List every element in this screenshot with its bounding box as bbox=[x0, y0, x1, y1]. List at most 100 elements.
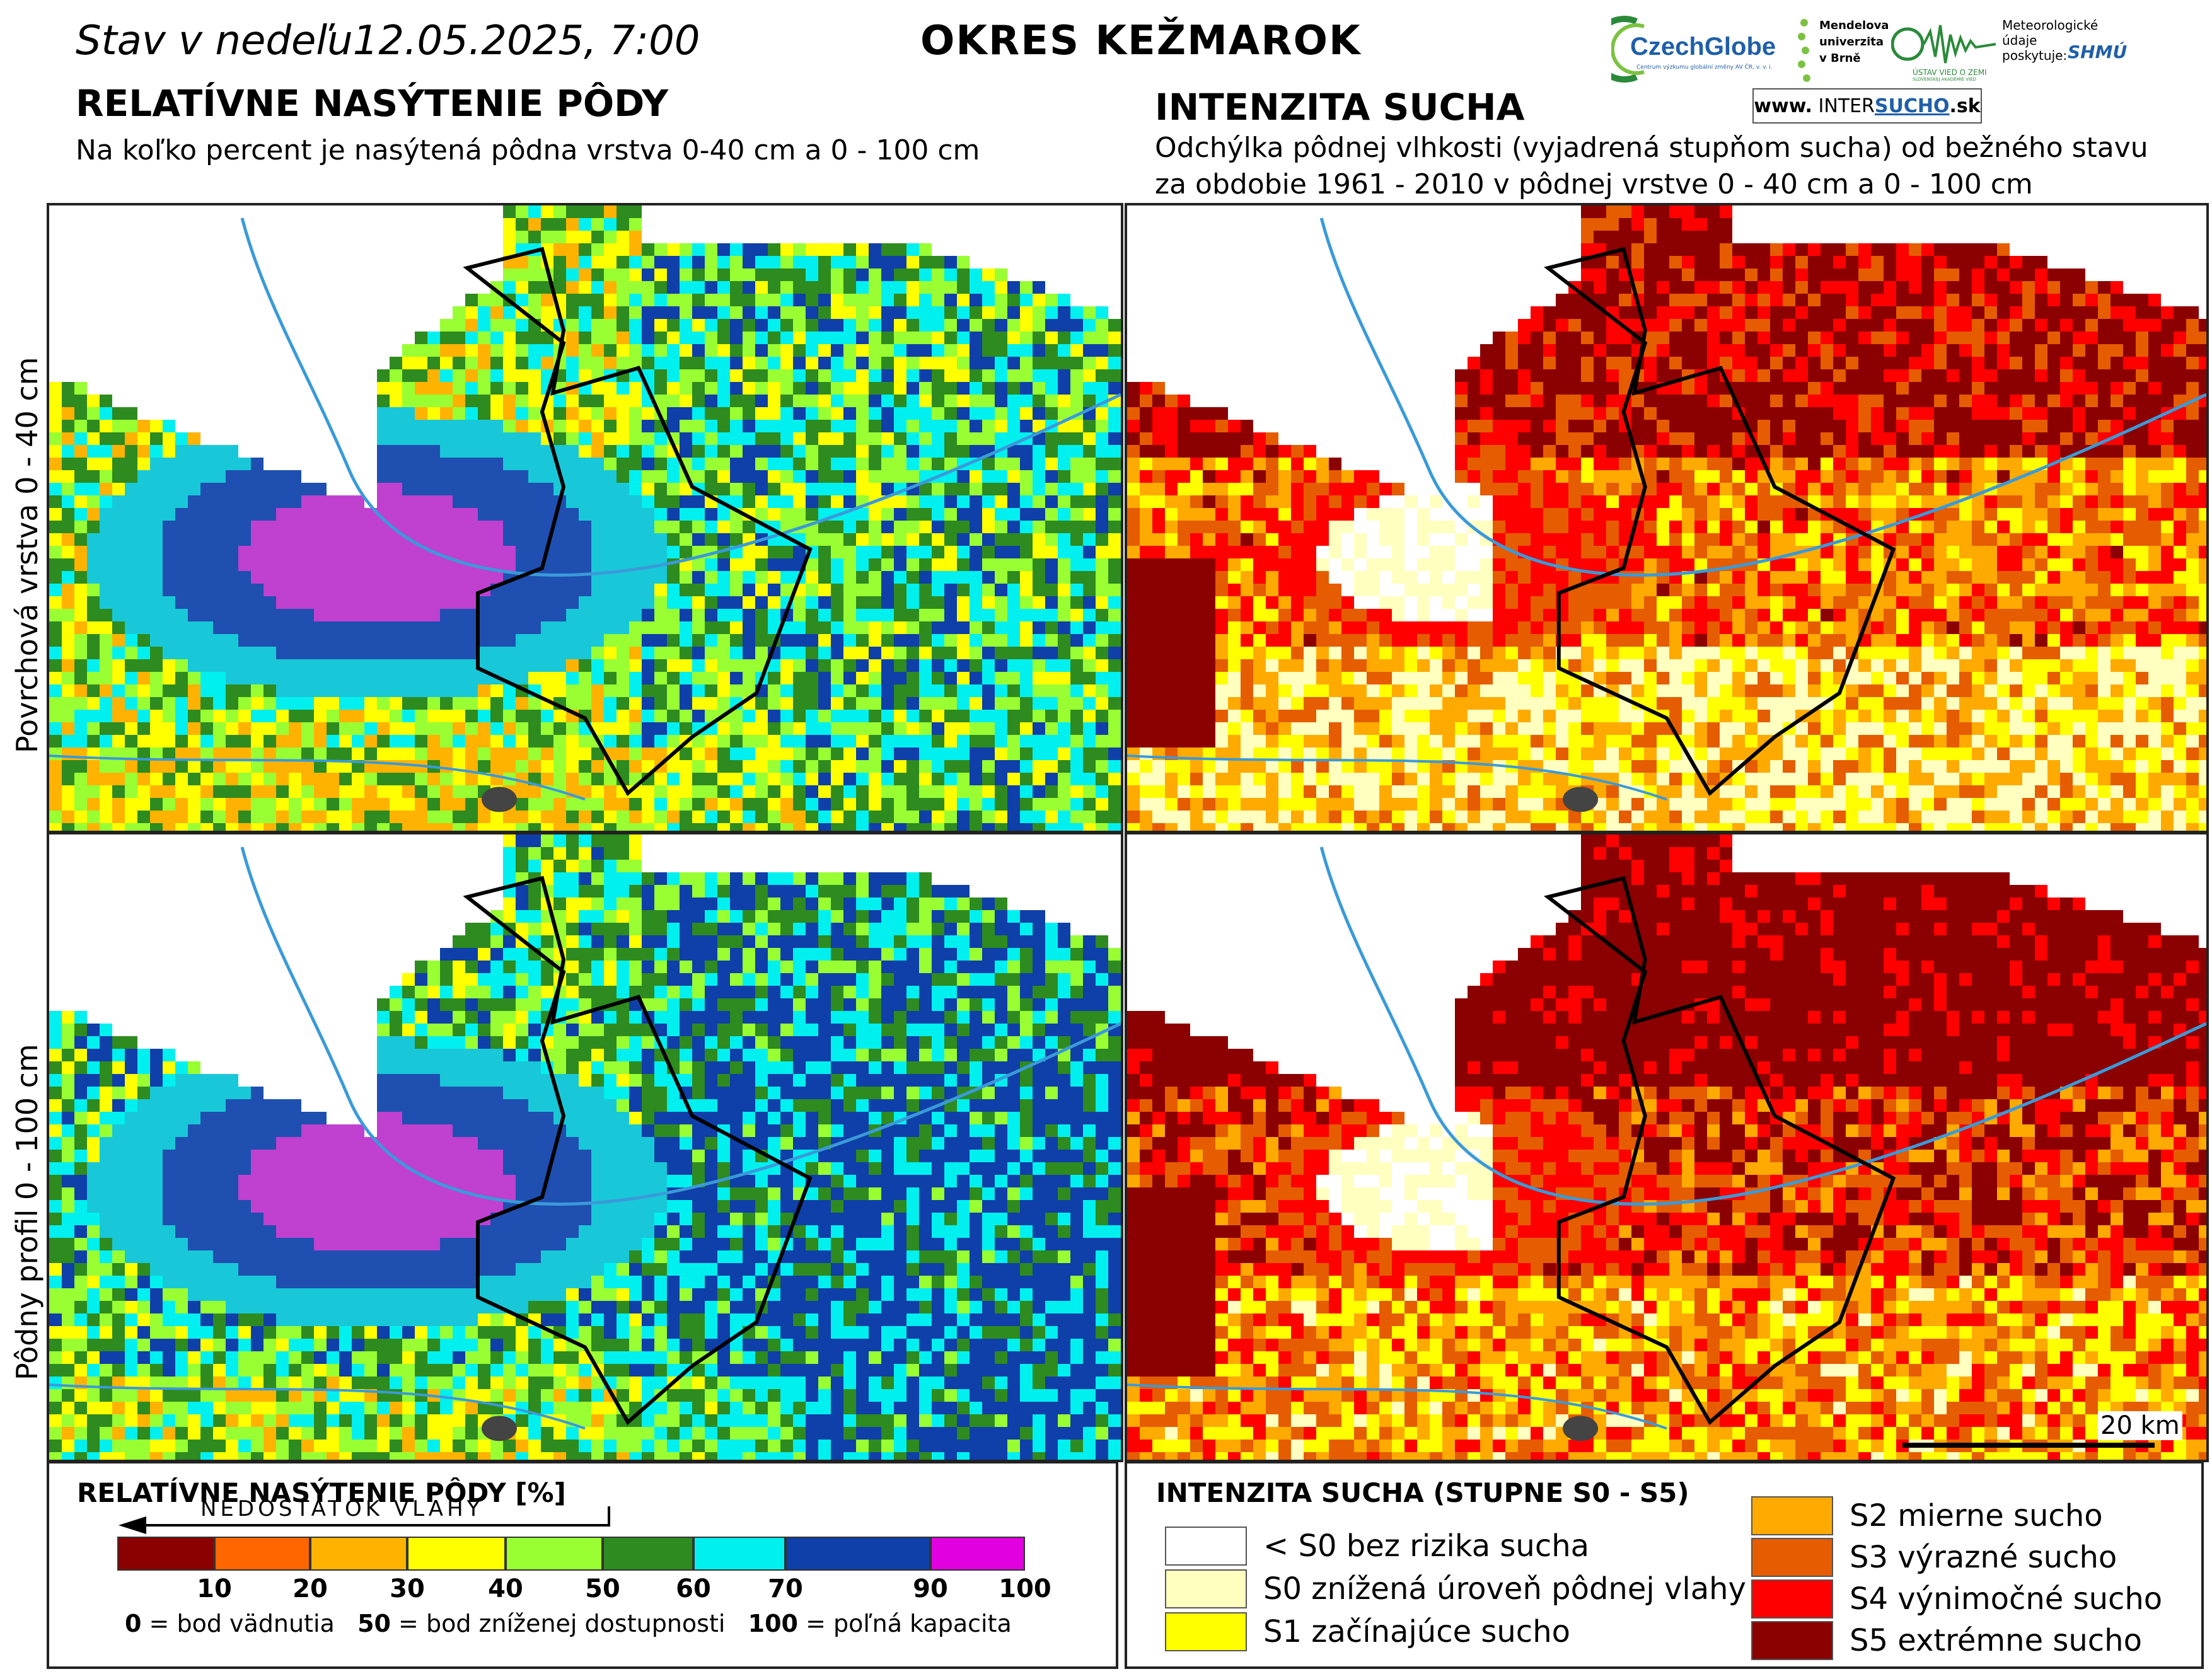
intersucho-a: INTER bbox=[1818, 95, 1875, 117]
drought-legend-item-4: S3 výrazné sucho bbox=[1751, 1538, 2117, 1577]
intersucho-c: .sk bbox=[1949, 95, 1981, 117]
district-title: OKRES KEŽMAROK bbox=[920, 18, 1362, 64]
czechglobe-text: CzechGlobe bbox=[1630, 33, 1776, 61]
czechglobe-logo: CzechGlobe Centrum výzkumu globální změn… bbox=[1590, 14, 1794, 83]
map-raster bbox=[1127, 834, 2206, 1460]
mendel-dots-icon bbox=[1798, 19, 1810, 82]
colorbar-segment bbox=[214, 1537, 310, 1571]
town-marker bbox=[1563, 1416, 1599, 1441]
drought-legend-label: S3 výrazné sucho bbox=[1850, 1540, 2117, 1575]
drought-legend-item-0: < S0 bez rizika sucha bbox=[1165, 1527, 1589, 1566]
river bbox=[1127, 754, 1667, 801]
drought-legend-item-3: S2 mierne sucho bbox=[1751, 1496, 2103, 1535]
note-50-text: = bod zníženej dostupnosti bbox=[390, 1610, 726, 1637]
uvz-text: ÚSTAV VIED O ZEMI bbox=[1913, 68, 1987, 77]
colorbar-segment bbox=[506, 1537, 603, 1571]
colorbar-tick: 70 bbox=[768, 1574, 803, 1603]
district-boundary bbox=[463, 875, 813, 1426]
colorbar-segment bbox=[930, 1537, 1025, 1571]
district-boundary bbox=[1543, 246, 1896, 797]
swatch-s0 bbox=[1165, 1569, 1247, 1608]
river bbox=[1127, 1383, 1667, 1430]
date-title: Stav v nedeľu12.05.2025, 7:00 bbox=[76, 18, 700, 64]
map-raster bbox=[1127, 205, 2206, 831]
row-label-top: Povrchová vrstva 0 - 40 cm bbox=[10, 357, 44, 753]
drought-legend-label: S0 znížená úroveň pôdnej vlahy bbox=[1263, 1571, 1746, 1607]
map-raster bbox=[49, 205, 1121, 831]
map-raster bbox=[49, 834, 1121, 1460]
swatch-none bbox=[1165, 1527, 1247, 1566]
note-100-text: = poľná kapacita bbox=[798, 1610, 1012, 1637]
shmu-logo: SHMÚ bbox=[2068, 42, 2128, 62]
date-value: 12.05.2025, 7:00 bbox=[352, 18, 700, 64]
saturation-legend: RELATÍVNE NASÝTENIE PÔDY [%] NEDOSTATOK … bbox=[47, 1461, 1118, 1669]
colorbar-tick: 30 bbox=[390, 1574, 425, 1603]
scale-bar bbox=[1902, 1443, 2155, 1448]
arrow-left-icon bbox=[119, 1516, 146, 1534]
drought-legend-label: < S0 bez rizika sucha bbox=[1263, 1528, 1590, 1564]
drought-legend-title: INTENZITA SUCHA (STUPNE S0 - S5) bbox=[1156, 1477, 1689, 1508]
colorbar-tick: 10 bbox=[197, 1574, 232, 1603]
note-100-key: 100 bbox=[748, 1610, 798, 1637]
map-drought-profile[interactable]: 20 km bbox=[1125, 832, 2209, 1462]
uvz-logo: ÚSTAV VIED O ZEMI SLOVENSKEJ AKADÉMIE VI… bbox=[1891, 19, 1998, 82]
intersucho-link[interactable]: www. INTER SUCHO .sk bbox=[1752, 88, 1982, 124]
drought-legend-item-1: S0 znížená úroveň pôdnej vlahy bbox=[1165, 1569, 1746, 1608]
map-drought-topsoil-svg bbox=[1127, 205, 2206, 831]
intersucho-www: www. bbox=[1754, 95, 1812, 117]
district-boundary bbox=[1543, 875, 1896, 1426]
drought-subtitle-2: za obdobie 1961 - 2010 v pôdnej vrstve 0… bbox=[1155, 168, 2033, 200]
colorbar-segment bbox=[407, 1537, 506, 1571]
colorbar-tick: 20 bbox=[292, 1574, 328, 1603]
note-50-key: 50 bbox=[357, 1610, 391, 1637]
arrow-end bbox=[608, 1506, 610, 1527]
meteo-line-3: poskytuje: bbox=[2002, 48, 2068, 63]
swatch-s2 bbox=[1751, 1496, 1833, 1535]
map-drought-topsoil[interactable] bbox=[1125, 203, 2209, 833]
saturation-colorbar-ticks: 10 20 30 40 50 60 70 90 100 bbox=[117, 1574, 1051, 1606]
date-prefix: Stav v nedeľu bbox=[76, 18, 353, 64]
mendel-text: Mendelova univerzita v Brně bbox=[1819, 18, 1889, 67]
arrow-line bbox=[125, 1524, 610, 1527]
colorbar-segment bbox=[785, 1537, 930, 1571]
swatch-s1 bbox=[1165, 1612, 1247, 1651]
drought-legend-item-6: S5 extrémne sucho bbox=[1751, 1621, 2142, 1660]
saturation-subtitle: Na koľko percent je nasýtená pôdna vrstv… bbox=[76, 134, 980, 166]
mendel-line-3: v Brně bbox=[1819, 52, 1861, 65]
row-label-bottom: Pôdny profil 0 - 100 cm bbox=[10, 1044, 44, 1380]
drought-legend-label: S5 extrémne sucho bbox=[1850, 1623, 2142, 1658]
colorbar-segment bbox=[603, 1537, 693, 1571]
drought-subtitle-1: Odchýlka pôdnej vlhkosti (vyjadrená stup… bbox=[1155, 132, 2148, 164]
intersucho-b: SUCHO bbox=[1874, 95, 1950, 117]
river bbox=[49, 1383, 586, 1430]
town-marker bbox=[1563, 787, 1599, 812]
mendel-line-2: univerzita bbox=[1819, 35, 1884, 49]
drought-legend-item-5: S4 výnimočné sucho bbox=[1751, 1579, 2162, 1619]
drought-legend: INTENZITA SUCHA (STUPNE S0 - S5) < S0 be… bbox=[1125, 1461, 2204, 1669]
drought-legend-label: S4 výnimočné sucho bbox=[1850, 1581, 2163, 1617]
map-saturation-profile-svg bbox=[49, 834, 1121, 1460]
colorbar-tick: 90 bbox=[913, 1574, 948, 1603]
note-0-key: 0 bbox=[125, 1610, 142, 1637]
drought-legend-label: S1 začínajúce sucho bbox=[1263, 1614, 1570, 1649]
drought-title: INTENZITA SUCHA bbox=[1155, 86, 1525, 129]
saturation-title: RELATÍVNE NASÝTENIE PÔDY bbox=[76, 82, 669, 125]
mendel-logo: Mendelova univerzita v Brně bbox=[1795, 18, 1889, 87]
saturation-colorbar bbox=[117, 1537, 1025, 1571]
district-boundary bbox=[463, 246, 813, 797]
uvz-seismograph-icon bbox=[1891, 25, 1996, 64]
meteo-text: Meteorologické údaje poskytuje: bbox=[2002, 18, 2098, 63]
arrow-label: NEDOSTATOK VLAHY bbox=[200, 1496, 484, 1521]
colorbar-tick: 40 bbox=[488, 1574, 523, 1603]
note-0-text: = bod vädnutia bbox=[141, 1610, 335, 1637]
colorbar-segment bbox=[310, 1537, 407, 1571]
drought-legend-item-2: S1 začínajúce sucho bbox=[1165, 1612, 1570, 1651]
meteo-line-1: Meteorologické bbox=[2002, 18, 2099, 33]
scale-bar-label: 20 km bbox=[2098, 1411, 2182, 1440]
swatch-s5 bbox=[1751, 1621, 1833, 1660]
map-saturation-profile[interactable] bbox=[47, 832, 1123, 1462]
river bbox=[49, 754, 586, 801]
map-saturation-topsoil[interactable] bbox=[47, 203, 1123, 833]
colorbar-tick: 60 bbox=[676, 1574, 711, 1603]
mendel-line-1: Mendelova bbox=[1819, 19, 1889, 32]
